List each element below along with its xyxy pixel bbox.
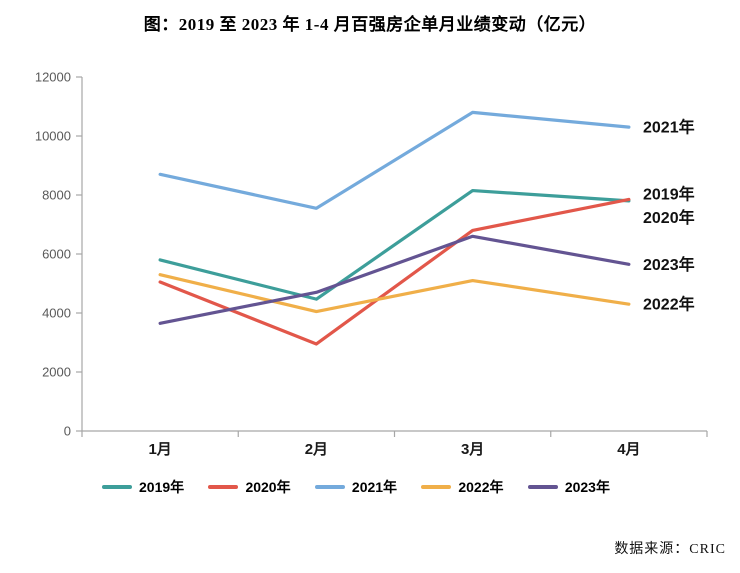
y-axis-tick-label: 6000 — [42, 247, 71, 262]
y-axis-tick-label: 8000 — [42, 188, 71, 203]
y-axis-tick-label: 2000 — [42, 365, 71, 380]
x-axis-label: 4月 — [617, 441, 640, 458]
legend-label: 2021年 — [351, 479, 398, 495]
series-direct-label-2019年: 2019年 — [643, 184, 695, 203]
y-axis-tick-label: 12000 — [35, 70, 71, 85]
chart-title: 图：2019 至 2023 年 1-4 月百强房企单月业绩变动（亿元） — [143, 15, 597, 34]
series-direct-label-2021年: 2021年 — [643, 118, 695, 137]
y-axis-tick-label: 4000 — [42, 306, 71, 321]
series-direct-label-2023年: 2023年 — [643, 255, 695, 274]
series-line-2019年 — [158, 188, 631, 301]
legend-label: 2023年 — [564, 479, 610, 495]
legend-swatch-icon — [208, 485, 239, 489]
legend-swatch-icon — [102, 485, 132, 489]
series-line-2023年 — [158, 234, 631, 325]
series-line-2020年 — [158, 197, 631, 346]
legend-label: 2020年 — [245, 479, 291, 495]
legend-item-2022年: 2022年 — [421, 477, 504, 497]
legend-swatch-icon — [314, 485, 345, 489]
legend-swatch-icon — [421, 485, 452, 489]
legend-item-2019年: 2019年 — [102, 477, 184, 497]
x-axis-label: 2月 — [305, 441, 328, 458]
series-direct-label-2022年: 2022年 — [643, 295, 695, 314]
legend-item-2020年: 2020年 — [208, 477, 291, 497]
y-axis-tick-label: 0 — [64, 424, 71, 439]
y-axis-tick-label: 10000 — [35, 129, 71, 144]
legend-item-2021年: 2021年 — [314, 477, 398, 497]
x-axis-label: 1月 — [148, 441, 171, 458]
series-line-2022年 — [158, 273, 631, 314]
legend-label: 2019年 — [139, 479, 185, 495]
series-direct-label-2020年: 2020年 — [643, 208, 695, 227]
data-source-note: 数据来源：CRIC — [614, 542, 726, 557]
series-line-2021年 — [158, 110, 631, 210]
legend-item-2023年: 2023年 — [527, 477, 610, 497]
x-axis-label: 3月 — [461, 441, 484, 458]
legend-swatch-icon — [527, 485, 558, 489]
chart-legend: 2019年 2020年 2021年 2022年 2023年 — [102, 477, 610, 497]
legend-label: 2022年 — [458, 479, 504, 495]
